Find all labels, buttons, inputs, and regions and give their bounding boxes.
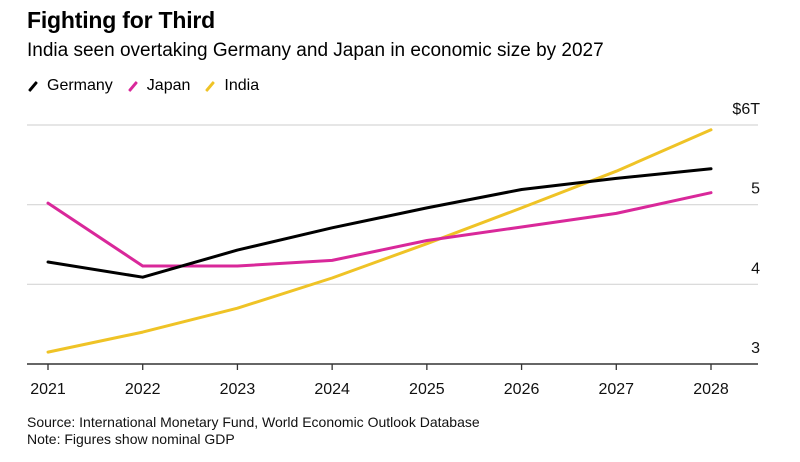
x-tick-label: 2023 — [220, 381, 256, 398]
legend-item-japan: Japan — [127, 77, 191, 95]
y-tick-label: 4 — [751, 260, 760, 277]
legend: Germany Japan India — [27, 77, 273, 95]
series-lines — [46, 128, 713, 354]
y-axis-labels: 3 4 5 $6T — [732, 101, 760, 357]
legend-item-india: India — [204, 77, 259, 95]
chart-subtitle: India seen overtaking Germany and Japan … — [27, 40, 604, 61]
x-tick-label: 2028 — [693, 381, 729, 398]
x-tick-label: 2027 — [598, 381, 634, 398]
legend-item-germany: Germany — [27, 77, 113, 95]
gridlines — [27, 124, 758, 285]
x-tick-label: 2025 — [409, 381, 445, 398]
legend-label-germany: Germany — [47, 77, 113, 94]
legend-label-india: India — [224, 77, 260, 94]
legend-label-japan: Japan — [146, 77, 191, 94]
series-line-germany — [46, 167, 713, 279]
x-tick-label: 2022 — [125, 381, 161, 398]
chart-title: Fighting for Third — [27, 7, 216, 33]
source-note: Source: International Monetary Fund, Wor… — [27, 414, 480, 430]
x-axis: 2021 2022 2023 2024 2025 2026 2027 2028 — [27, 363, 758, 398]
x-tick-label: 2026 — [504, 381, 540, 398]
y-tick-label: 5 — [751, 181, 760, 198]
y-tick-label: 3 — [751, 340, 760, 357]
x-tick-label: 2021 — [30, 381, 66, 398]
series-line-india — [46, 128, 713, 354]
footnote: Note: Figures show nominal GDP — [27, 431, 235, 447]
series-line-japan — [46, 191, 713, 268]
x-tick-label: 2024 — [314, 381, 350, 398]
y-tick-label: $6T — [732, 101, 760, 118]
